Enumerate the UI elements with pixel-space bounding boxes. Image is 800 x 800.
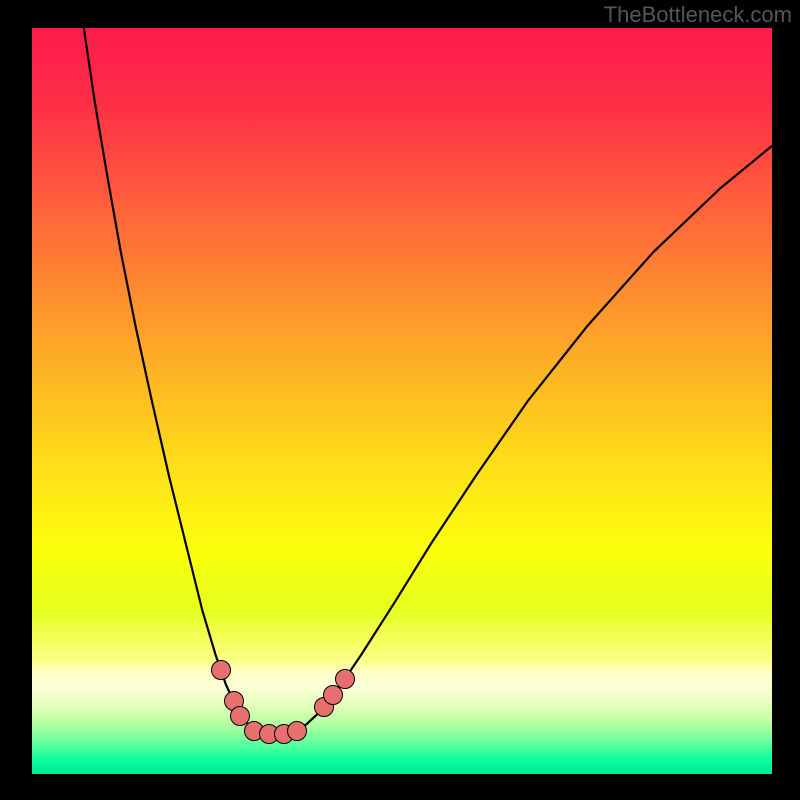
marker-dot [323,685,343,705]
marker-dot [335,669,355,689]
marker-dot [287,721,307,741]
bottleneck-curve [84,28,772,734]
marker-dot [211,660,231,680]
plot-area [32,28,772,774]
watermark-text: TheBottleneck.com [604,2,792,28]
curve-layer [32,28,772,774]
